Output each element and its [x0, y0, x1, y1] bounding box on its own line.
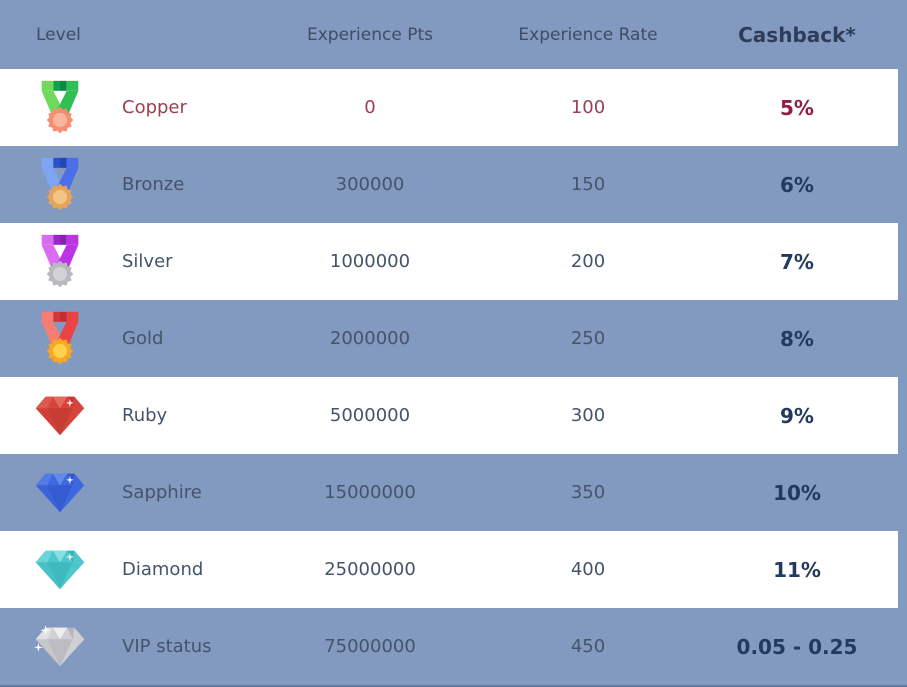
level-label: Ruby: [122, 405, 168, 426]
experience-pts-value: 15000000: [324, 482, 416, 503]
level-label: Silver: [122, 251, 173, 272]
experience-pts-value: 2000000: [329, 328, 411, 349]
level-label: Diamond: [122, 559, 204, 580]
experience-rate-value: 250: [570, 328, 606, 349]
bronze-medal-icon: [33, 155, 87, 215]
experience-rate-value: 150: [570, 174, 606, 195]
level-label: Gold: [122, 328, 164, 349]
level-cell: Copper: [0, 78, 260, 138]
level-cell: Gold: [0, 309, 260, 369]
bottom-border-bar: [0, 685, 907, 687]
cashback-value: 8%: [780, 326, 814, 351]
level-cell: Diamond: [0, 540, 260, 600]
cashback-value: 9%: [780, 403, 814, 428]
header-cell-experience-rate: Experience Rate: [518, 24, 658, 45]
experience-pts-value: 5000000: [329, 405, 411, 426]
level-cell: Bronze: [0, 155, 260, 215]
table-body: Copper 0 100 5% Bronze 300000 150 6%: [0, 69, 907, 685]
cashback-value: 6%: [780, 172, 814, 197]
cashback-value: 5%: [780, 95, 814, 120]
experience-rate-value: 400: [570, 559, 606, 580]
diamond-gem-icon: [33, 540, 87, 600]
table-row: Sapphire 15000000 350 10%: [0, 454, 898, 531]
cashback-value: 11%: [773, 557, 821, 582]
level-label: Bronze: [122, 174, 185, 195]
table-row: Diamond 25000000 400 11%: [0, 531, 898, 608]
header-cell-level: Level: [36, 24, 81, 45]
level-label: Copper: [122, 97, 187, 118]
sapphire-gem-icon: [33, 463, 87, 523]
table-row: Bronze 300000 150 6%: [0, 146, 898, 223]
level-cell: Silver: [0, 232, 260, 292]
table-header-row: Level Experience Pts Experience Rate Cas…: [0, 0, 898, 69]
cashback-value: 7%: [780, 249, 814, 274]
experience-rate-value: 350: [570, 482, 606, 503]
experience-pts-value: 25000000: [324, 559, 416, 580]
level-label: Sapphire: [122, 482, 202, 503]
table-row: Copper 0 100 5%: [0, 69, 898, 146]
level-cell: VIP status: [0, 617, 260, 677]
cashback-value: 10%: [773, 480, 821, 505]
experience-rate-value: 100: [570, 97, 606, 118]
experience-rate-value: 450: [570, 636, 606, 657]
table-row: Silver 1000000 200 7%: [0, 223, 898, 300]
experience-rate-value: 200: [570, 251, 606, 272]
copper-medal-icon: [33, 78, 87, 138]
level-cell: Ruby: [0, 386, 260, 446]
level-cell: Sapphire: [0, 463, 260, 523]
header-cell-cashback: Cashback*: [738, 22, 856, 47]
ruby-gem-icon: [33, 386, 87, 446]
gold-medal-icon: [33, 309, 87, 369]
experience-pts-value: 0: [364, 97, 376, 118]
experience-pts-value: 300000: [335, 174, 405, 195]
level-label: VIP status: [122, 636, 212, 657]
experience-rate-value: 300: [570, 405, 606, 426]
experience-pts-value: 75000000: [324, 636, 416, 657]
header-cell-experience-pts: Experience Pts: [307, 24, 433, 45]
silver-medal-icon: [33, 232, 87, 292]
table-row: Gold 2000000 250 8%: [0, 300, 898, 377]
table-row: Ruby 5000000 300 9%: [0, 377, 898, 454]
cashback-value: 0.05 - 0.25: [736, 634, 858, 659]
vip-diamond-icon: [33, 617, 87, 677]
table-row: VIP status 75000000 450 0.05 - 0.25: [0, 608, 898, 685]
experience-pts-value: 1000000: [329, 251, 411, 272]
